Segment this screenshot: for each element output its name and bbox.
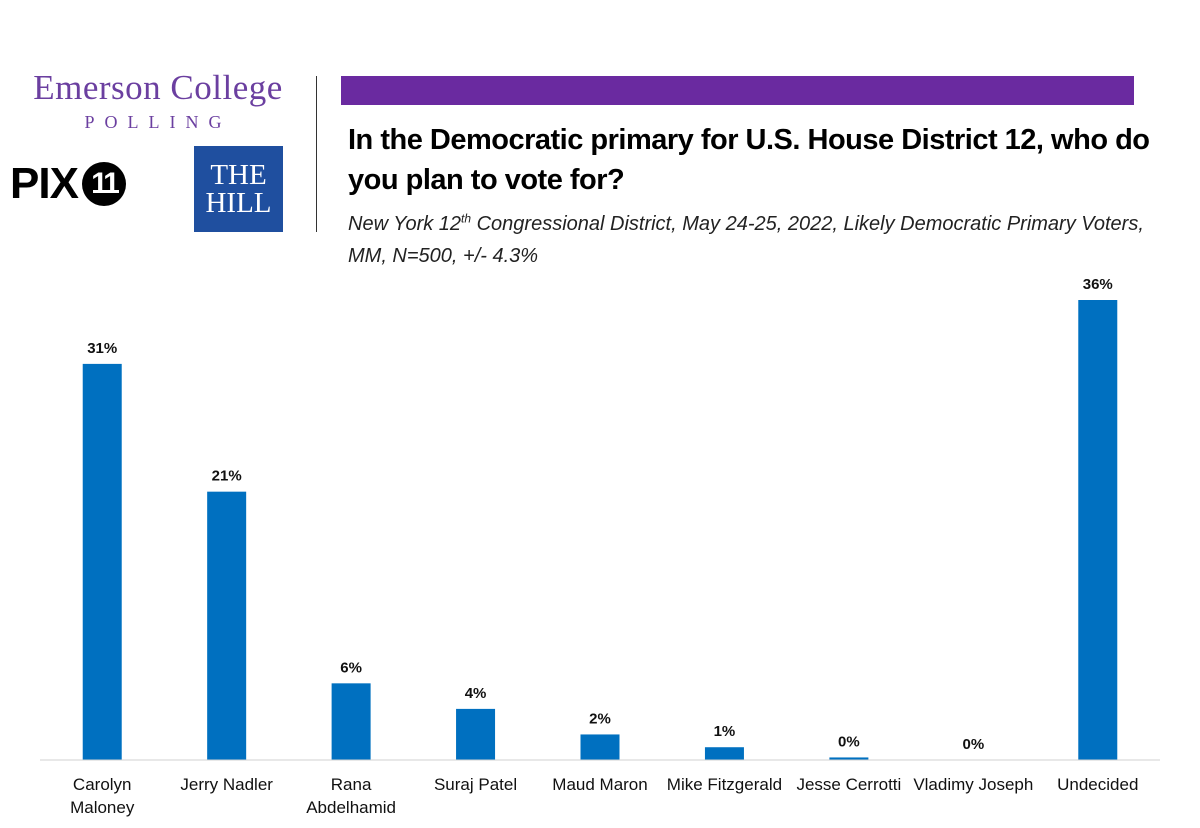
data-label: 6% xyxy=(340,659,362,676)
emerson-sub: POLLING xyxy=(84,112,232,132)
subtitle-post: Congressional District, May 24-25, 2022,… xyxy=(348,213,1144,267)
category-label: Jesse Cerrotti xyxy=(796,775,901,794)
data-label: 4% xyxy=(465,685,487,702)
hill-line2: HILL xyxy=(205,187,272,219)
subtitle-pre: New York 12 xyxy=(348,213,462,235)
subtitle-sup: th xyxy=(461,211,472,226)
category-label: Carolyn xyxy=(73,775,132,794)
the-hill-logo: THE HILL xyxy=(194,146,283,232)
emerson-name: Emerson College xyxy=(33,68,283,107)
bar xyxy=(207,491,247,760)
category-label: Undecided xyxy=(1057,775,1138,794)
category-label: Jerry Nadler xyxy=(180,775,273,794)
data-label: 0% xyxy=(838,733,860,750)
logo-divider xyxy=(316,76,317,232)
category-label: Mike Fitzgerald xyxy=(667,775,782,794)
pix11-logo: PIX 11 xyxy=(10,160,126,208)
bar xyxy=(82,363,122,760)
bar xyxy=(580,734,620,760)
emerson-college-polling-logo: Emerson College POLLING xyxy=(22,66,294,133)
hill-line1: THE xyxy=(210,159,267,191)
bar xyxy=(829,757,869,760)
bar-chart: 31% Carolyn Maloney 21% Jerry Nadler 6% Rana Ab… xyxy=(40,276,1160,817)
category-label: Maloney xyxy=(70,798,135,817)
chart-subtitle: New York 12th Congressional District, Ma… xyxy=(348,208,1178,272)
chart-title: In the Democratic primary for U.S. House… xyxy=(348,124,1150,196)
data-label: 2% xyxy=(589,710,611,727)
bar xyxy=(331,683,371,760)
pix-number: 11 xyxy=(81,162,126,206)
header-accent-bar xyxy=(341,76,1134,105)
category-label: Maud Maron xyxy=(552,775,647,794)
pix-text: PIX xyxy=(10,159,79,208)
data-label: 36% xyxy=(1083,276,1113,293)
data-label: 31% xyxy=(87,340,117,357)
data-label: 1% xyxy=(714,723,736,740)
category-label: Suraj Patel xyxy=(434,775,517,794)
bar xyxy=(704,747,744,760)
data-label: 21% xyxy=(212,468,242,485)
category-label: Vladimy Joseph xyxy=(913,775,1033,794)
data-label: 0% xyxy=(962,736,984,753)
bar xyxy=(456,708,496,760)
bar xyxy=(1078,300,1118,760)
category-label: Abdelhamid xyxy=(306,798,396,817)
category-label: Rana xyxy=(331,775,372,794)
